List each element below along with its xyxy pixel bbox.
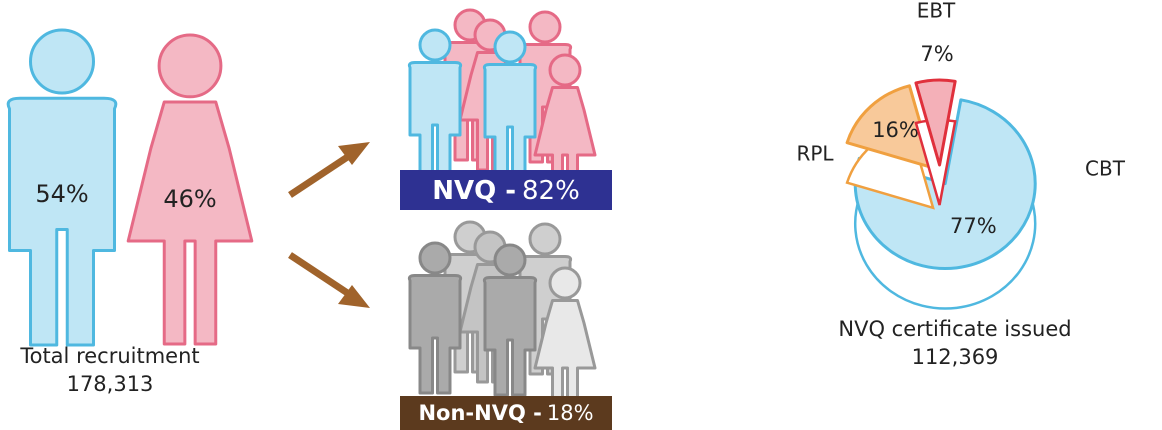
pie-value-label: 7%: [920, 42, 953, 66]
body: [533, 86, 597, 207]
pie-slice: [845, 84, 935, 170]
pie-value-label: 77%: [950, 214, 997, 238]
head: [548, 53, 582, 87]
head: [157, 33, 223, 99]
arrow: [288, 252, 357, 301]
nvq-label: NVQ -82%: [432, 176, 580, 206]
pie-category-label: RPL: [796, 142, 834, 166]
body: [482, 63, 538, 184]
body: [126, 100, 254, 346]
head: [418, 241, 452, 275]
non-nvq-label: Non-NVQ -18%: [418, 401, 593, 425]
arrow-head: [338, 142, 370, 165]
head: [493, 243, 527, 277]
recruitment-label: Total recruitment: [19, 344, 199, 368]
body: [6, 96, 118, 347]
head: [548, 266, 582, 300]
pie-subtitle: 112,369: [912, 345, 999, 369]
arrow: [288, 149, 357, 198]
pie: 77% 16% 7% CBT RPL EBT: [796, 0, 1126, 310]
male-share: 54%: [35, 180, 88, 208]
pie-value-label: 16%: [872, 118, 919, 142]
body: [407, 61, 463, 182]
head: [528, 222, 562, 256]
pie-slice: [914, 78, 957, 167]
nvq-share: 82%: [522, 176, 580, 206]
female-share: 46%: [163, 185, 216, 213]
pie-title: NVQ certificate issued: [838, 317, 1071, 341]
body: [482, 276, 538, 397]
pie-slice: [853, 98, 1037, 270]
non-nvq-banner: [400, 396, 612, 430]
body: [533, 299, 597, 420]
non-nvq-name: Non-NVQ -: [418, 401, 541, 425]
head: [29, 28, 95, 95]
pie-category-label: CBT: [1085, 157, 1126, 181]
nvq-banner: [400, 170, 612, 210]
recruitment-total: 178,313: [67, 372, 154, 396]
nvq-name: NVQ -: [432, 176, 516, 206]
arrow-head: [338, 285, 370, 308]
head: [493, 30, 527, 64]
pie-category-label: EBT: [917, 0, 956, 23]
people: 54% 46%: [6, 8, 597, 420]
head: [418, 28, 452, 62]
non-nvq-share: 18%: [547, 401, 594, 425]
body: [407, 274, 463, 395]
head: [528, 10, 562, 44]
